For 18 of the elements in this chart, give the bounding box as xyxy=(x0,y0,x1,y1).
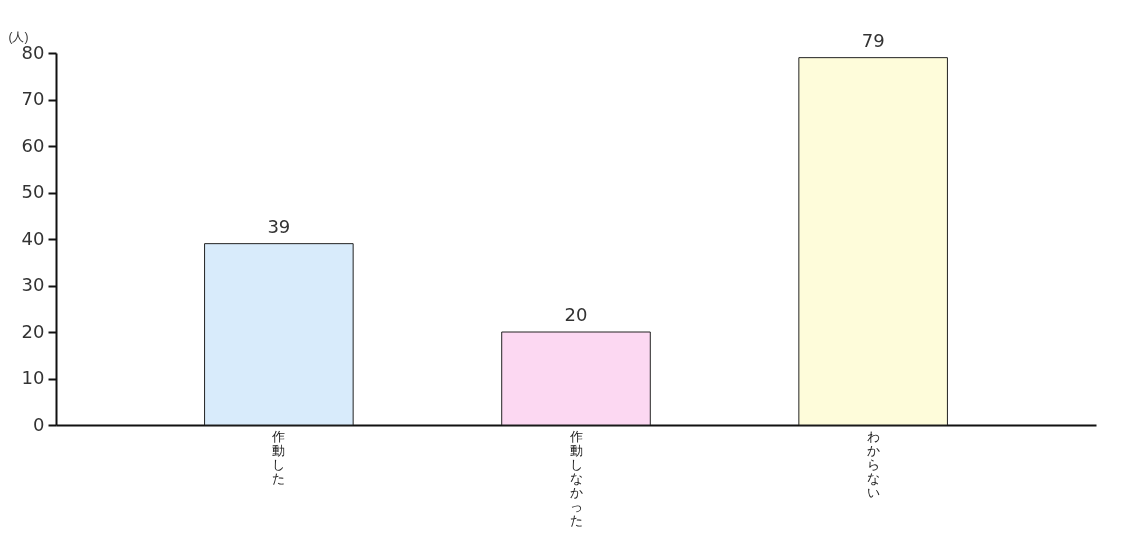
data-label: 20 xyxy=(564,304,588,325)
y-tick-label: 60 xyxy=(21,134,45,156)
y-axis-title: (人) xyxy=(8,29,29,44)
y-tick-label: 50 xyxy=(21,181,45,202)
x-tick-label: わからない xyxy=(866,428,880,500)
y-tick-label: 10 xyxy=(21,367,45,388)
y-tick-label: 20 xyxy=(21,320,45,342)
bar xyxy=(501,331,651,426)
x-tick-label: 作動した xyxy=(271,428,286,486)
y-tick-label: 0 xyxy=(33,413,45,435)
bar xyxy=(798,57,948,426)
y-tick-label: 70 xyxy=(21,88,45,109)
bar xyxy=(204,243,354,426)
y-tick-label: 40 xyxy=(21,227,45,249)
x-tick-label: 作動しなかった xyxy=(568,428,583,528)
data-label: 79 xyxy=(861,29,885,51)
data-label: 39 xyxy=(267,215,291,237)
y-tick-label: 30 xyxy=(21,274,45,295)
